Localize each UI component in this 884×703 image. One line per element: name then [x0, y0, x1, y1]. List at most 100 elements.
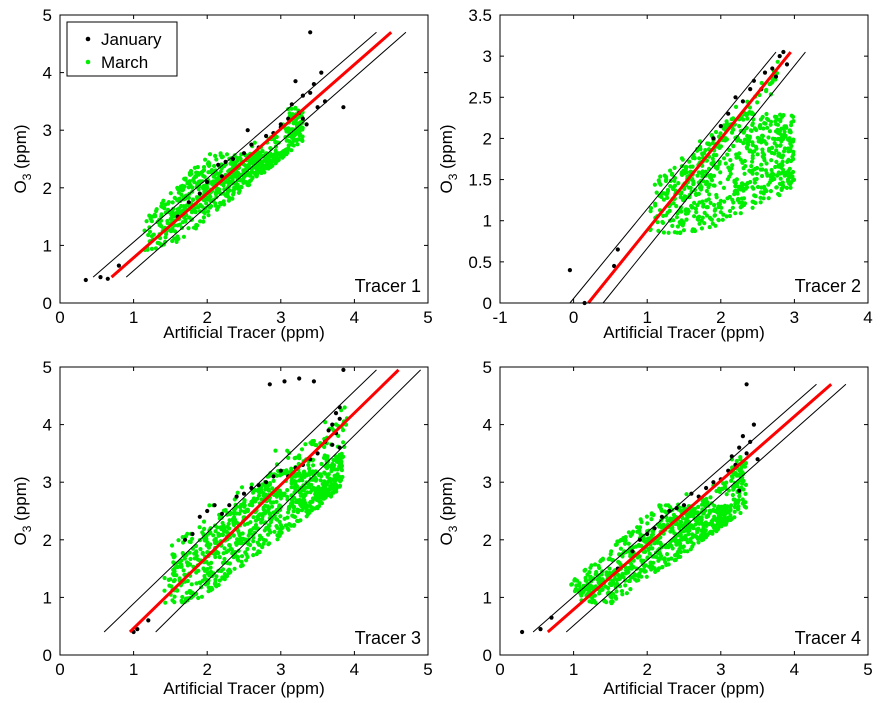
march-point	[727, 147, 732, 153]
march-point	[739, 485, 744, 490]
march-point	[740, 481, 745, 486]
march-point	[175, 207, 180, 212]
march-point	[791, 169, 796, 175]
march-point	[286, 527, 291, 532]
march-point	[695, 173, 700, 178]
march-point	[176, 236, 181, 241]
march-point	[649, 511, 654, 516]
march-point	[251, 515, 256, 520]
march-point	[754, 127, 759, 133]
upper-bound-line	[92, 31, 377, 278]
upper-bound-line	[569, 51, 777, 304]
january-point	[748, 87, 753, 92]
march-point	[784, 185, 790, 190]
march-point	[700, 530, 706, 535]
march-point	[735, 191, 740, 196]
january-point	[777, 54, 782, 59]
march-point	[609, 601, 614, 606]
march-point	[312, 486, 317, 491]
march-point	[695, 526, 701, 532]
march-point	[783, 134, 788, 139]
plot-frame	[59, 366, 429, 656]
march-point	[202, 568, 207, 573]
march-point	[626, 541, 631, 546]
x-tick-label: 4	[350, 308, 359, 327]
march-point	[212, 163, 217, 169]
march-point	[666, 557, 671, 562]
march-point	[266, 532, 271, 537]
march-point	[251, 539, 256, 544]
march-point	[730, 205, 736, 210]
march-point	[217, 555, 222, 560]
march-point	[266, 526, 271, 531]
y-axis-label: O3 (ppm)	[437, 476, 460, 545]
march-point	[180, 220, 185, 225]
march-point	[696, 170, 701, 175]
january-point	[212, 503, 217, 508]
panel-label: Tracer 4	[795, 628, 861, 648]
plot-frame	[499, 366, 869, 656]
march-point	[751, 199, 756, 205]
march-point	[657, 522, 662, 527]
march-point	[751, 186, 756, 191]
march-point	[724, 492, 729, 497]
march-point	[646, 547, 651, 553]
january-point	[326, 428, 331, 433]
march-point	[638, 517, 643, 522]
march-point	[758, 195, 763, 200]
march-point	[235, 555, 240, 560]
january-point	[300, 93, 305, 98]
legend-label-january: January	[101, 30, 162, 49]
march-point	[248, 542, 253, 548]
march-point	[682, 194, 687, 199]
y-tick-label: 0.5	[468, 253, 492, 272]
march-point	[213, 153, 218, 158]
march-point	[238, 564, 244, 569]
march-point	[607, 566, 612, 571]
march-point	[268, 470, 273, 476]
march-point	[707, 225, 712, 230]
march-point	[222, 572, 227, 577]
march-point	[724, 214, 729, 219]
march-point	[338, 463, 343, 468]
march-point	[695, 203, 700, 208]
march-point	[297, 456, 302, 461]
x-tick-label: 3	[716, 660, 725, 679]
x-tick-label: 0	[55, 660, 64, 679]
march-point	[634, 578, 639, 583]
march-point	[607, 581, 613, 587]
march-point	[668, 529, 673, 534]
march-point	[682, 171, 687, 176]
march-point	[287, 450, 292, 456]
march-point	[740, 501, 745, 506]
march-point	[758, 200, 763, 205]
march-point	[656, 558, 661, 563]
march-point	[192, 556, 197, 561]
march-point	[584, 578, 589, 583]
lower-bound-line	[125, 31, 407, 278]
march-point	[232, 566, 237, 571]
march-point	[674, 215, 680, 220]
march-point	[230, 551, 235, 556]
march-point	[781, 126, 786, 131]
march-point	[255, 170, 261, 175]
march-point	[201, 219, 206, 224]
march-point	[274, 462, 280, 467]
march-point	[647, 564, 652, 569]
march-point	[729, 503, 734, 508]
march-point	[147, 229, 153, 234]
march-point	[248, 520, 253, 525]
january-point	[330, 442, 335, 447]
march-point	[650, 554, 655, 559]
march-point	[234, 542, 239, 547]
march-point	[721, 156, 727, 161]
march-point	[174, 239, 179, 244]
march-point	[595, 577, 600, 582]
january-point	[652, 526, 657, 531]
march-point	[163, 202, 168, 207]
march-point	[181, 234, 186, 239]
march-point	[681, 544, 686, 549]
january-point	[711, 136, 716, 141]
march-point	[788, 185, 793, 190]
